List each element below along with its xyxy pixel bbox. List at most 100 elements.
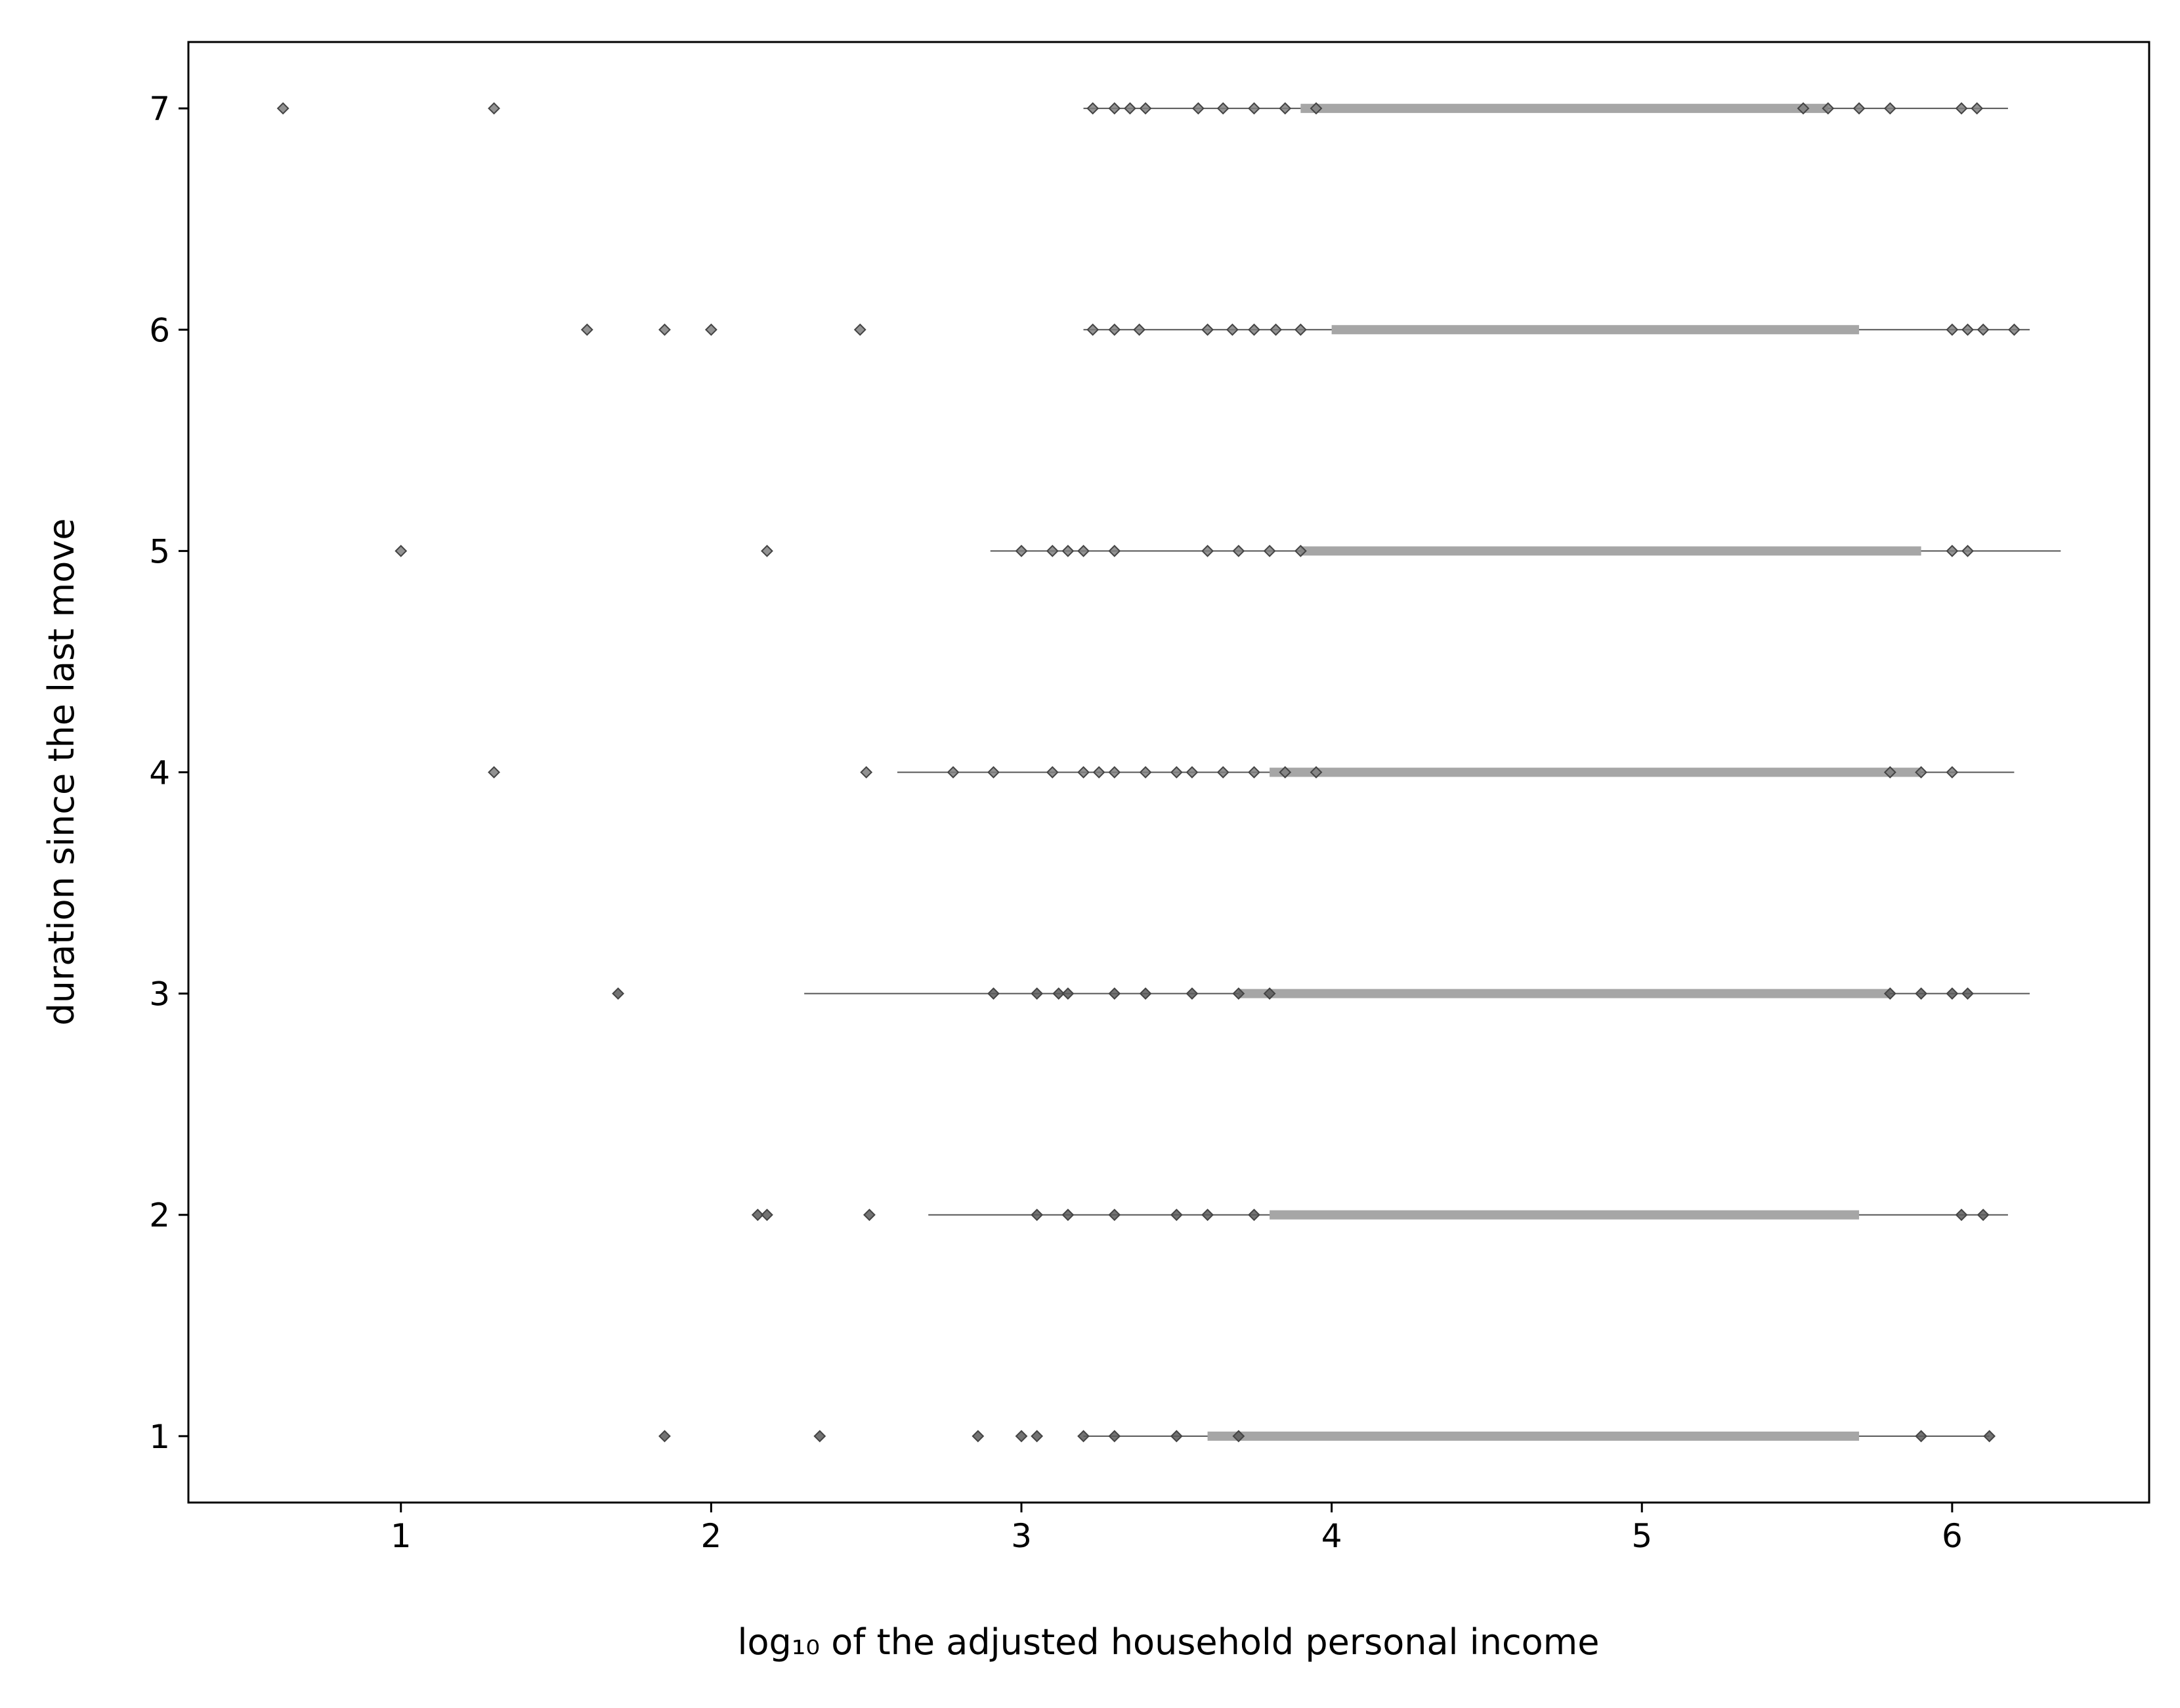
point [488, 102, 500, 115]
point [1310, 766, 1323, 779]
point [658, 323, 671, 336]
x-tick-label: 1 [391, 1517, 412, 1555]
y-tick-label: 6 [149, 311, 170, 349]
point [1955, 102, 1968, 115]
point [1031, 1208, 1044, 1222]
point [947, 766, 960, 779]
point [1310, 102, 1323, 115]
x-tick-label: 6 [1942, 1517, 1963, 1555]
point [1086, 102, 1100, 115]
point [1263, 987, 1276, 1000]
point [1232, 1430, 1245, 1443]
point [276, 102, 289, 115]
y-tick-label: 1 [149, 1418, 170, 1456]
point [863, 1208, 876, 1222]
point [1108, 766, 1121, 779]
point [2007, 323, 2020, 336]
point [658, 1430, 671, 1443]
point [1139, 766, 1152, 779]
y-axis-label: duration since the last move [41, 518, 82, 1025]
point [1797, 102, 1810, 115]
point [1883, 766, 1896, 779]
point [751, 1208, 764, 1222]
point [1822, 102, 1835, 115]
y-tick-label: 3 [149, 975, 170, 1014]
point [1108, 323, 1121, 336]
point [1108, 1430, 1121, 1443]
point [972, 1430, 985, 1443]
point [1248, 323, 1260, 336]
point [1226, 323, 1239, 336]
point [1977, 323, 1990, 336]
point [1201, 1208, 1214, 1222]
point [1294, 544, 1307, 557]
point [1108, 987, 1121, 1000]
point [1031, 987, 1044, 1000]
point [1124, 102, 1136, 115]
x-tick-label: 3 [1011, 1517, 1032, 1555]
point [1015, 1430, 1028, 1443]
point [1955, 1208, 1968, 1222]
point [1915, 1430, 1928, 1443]
point [1961, 544, 1974, 557]
point [1279, 102, 1292, 115]
x-tick-label: 5 [1631, 1517, 1652, 1555]
point [1946, 766, 1959, 779]
point [761, 544, 773, 557]
point [1086, 323, 1100, 336]
point [987, 987, 1000, 1000]
point [1186, 987, 1199, 1000]
point [1971, 102, 1984, 115]
point [1248, 1208, 1260, 1222]
point [1061, 1208, 1075, 1222]
point [1170, 766, 1183, 779]
point [853, 323, 866, 336]
x-tick-label: 2 [700, 1517, 721, 1555]
y-tick-label: 7 [149, 90, 170, 128]
point [1191, 102, 1205, 115]
x-tick-label: 4 [1321, 1517, 1342, 1555]
point [1946, 987, 1959, 1000]
point [1170, 1208, 1183, 1222]
point [1294, 323, 1307, 336]
point [1915, 987, 1928, 1000]
point [1216, 766, 1229, 779]
point [1031, 1430, 1044, 1443]
point [1915, 766, 1928, 779]
point [1263, 544, 1276, 557]
point [860, 766, 873, 779]
point [1279, 766, 1292, 779]
point [1077, 1430, 1090, 1443]
point [1201, 323, 1214, 336]
point [1216, 102, 1229, 115]
x-axis-label: log₁₀ of the adjusted household personal… [737, 1621, 1599, 1663]
point [1883, 102, 1896, 115]
point [704, 323, 717, 336]
point [580, 323, 593, 336]
point [987, 766, 1000, 779]
plot-frame [187, 41, 2150, 1504]
point [1092, 766, 1105, 779]
point [1046, 766, 1059, 779]
y-tick-label: 5 [149, 532, 170, 570]
range-line [1207, 104, 1921, 1441]
y-tick-label: 4 [149, 754, 170, 792]
point [1015, 544, 1028, 557]
point [1946, 323, 1959, 336]
point [1133, 323, 1146, 336]
point [612, 987, 625, 1000]
point [488, 766, 500, 779]
point [1983, 1430, 1996, 1443]
point [395, 544, 408, 557]
point [1977, 1208, 1990, 1222]
point [1961, 987, 1974, 1000]
point [1061, 544, 1075, 557]
point [1108, 544, 1121, 557]
point [1139, 987, 1152, 1000]
point [1046, 544, 1059, 557]
point [761, 1208, 773, 1222]
point [1108, 1208, 1121, 1222]
point [1061, 987, 1075, 1000]
point [1139, 102, 1152, 115]
